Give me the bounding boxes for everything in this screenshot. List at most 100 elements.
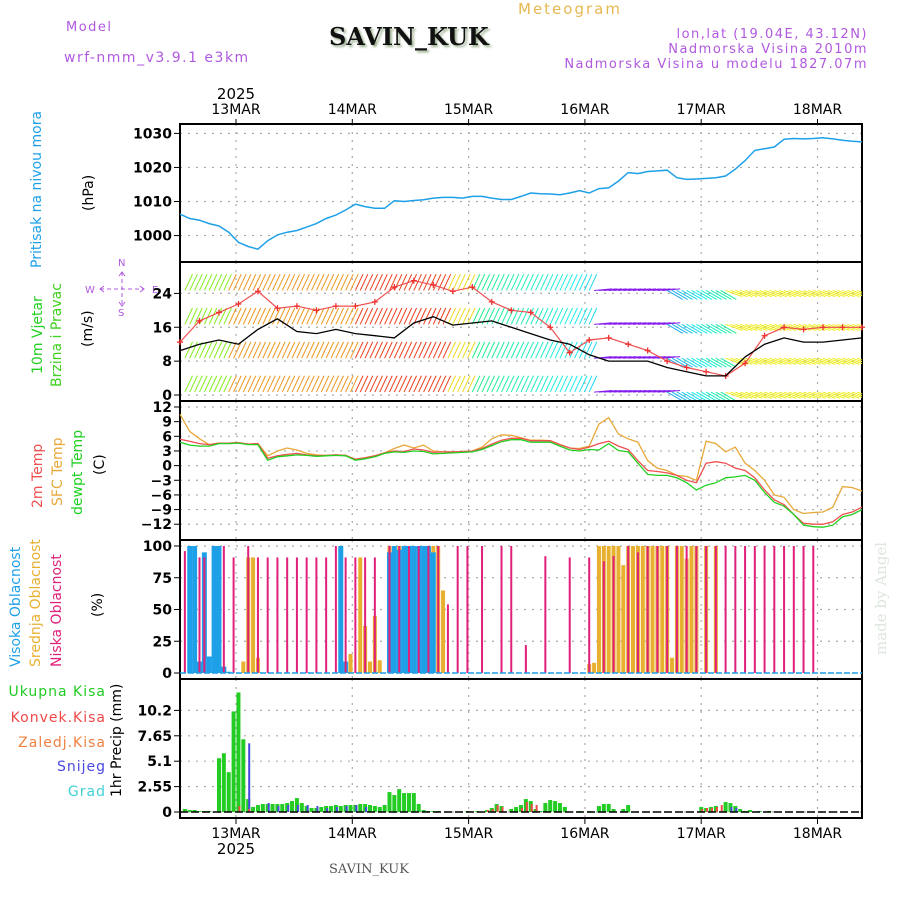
wind-arrow [291, 307, 301, 325]
panel-frame [179, 678, 863, 819]
low-cloud-bar [568, 557, 571, 673]
wind-arrow [501, 375, 510, 393]
wind-arrow [700, 357, 718, 368]
day-label-top: 15MAR [444, 102, 493, 118]
wind-arrow [798, 289, 816, 298]
wind-arrow [403, 307, 413, 325]
wind-arrow [437, 273, 447, 291]
wind-arrow [501, 273, 510, 291]
y-tick-label: 1020 [133, 160, 172, 176]
wind-arrow [681, 323, 698, 334]
compass-arrows-icon [99, 271, 145, 307]
y-tick-label: 100 [143, 539, 172, 555]
high-cloud-bar [430, 552, 436, 673]
temp-2m-line [179, 437, 863, 525]
wind-arrow [447, 307, 456, 325]
wind-arrow [803, 391, 821, 399]
wind-arrow [447, 341, 456, 359]
wind-arrow [276, 273, 286, 291]
wind-arrow [530, 341, 539, 359]
wind-arrow [194, 375, 203, 393]
wind-arrow [350, 341, 359, 359]
wind-arrow [340, 307, 349, 325]
wind-arrow [564, 307, 573, 325]
wind-arrow [242, 375, 252, 393]
wind-arrow [267, 341, 276, 359]
wind-arrow [218, 273, 228, 291]
wind-arrow [696, 357, 713, 368]
snow-bar [345, 806, 348, 812]
wind-arrow [847, 357, 862, 365]
rain-total-bar [197, 811, 202, 812]
wind-arrow [691, 391, 708, 401]
wind-arrow [291, 273, 301, 291]
wind-arrow [189, 375, 198, 393]
rain-total-bar [382, 805, 387, 812]
y-tick-label: 0 [162, 805, 172, 821]
wind-arrow [189, 341, 198, 359]
wind-arrow [574, 375, 583, 393]
rain-total-bar [392, 795, 397, 812]
wind-arrow [662, 356, 681, 359]
wind-arrow [832, 391, 850, 399]
wind-arrow [408, 375, 418, 393]
wind-arrow [515, 341, 525, 359]
low-cloud-bar [510, 546, 513, 673]
wind-arrow [827, 391, 845, 399]
gust-marker [371, 298, 378, 305]
snow-bar [306, 805, 309, 812]
wind-arrow [296, 341, 305, 359]
gust-marker [742, 360, 749, 367]
wind-arrow [759, 289, 777, 298]
y-tick-label: 16 [153, 320, 172, 336]
wind-arrow [481, 341, 491, 359]
wind-arrow [696, 323, 713, 334]
y-tick-label: −3 [151, 473, 172, 489]
rain-conv-bar [525, 802, 528, 812]
wind-arrow [354, 273, 364, 291]
year-label-bottom: 2025 [217, 840, 255, 858]
wind-arrow [574, 273, 583, 291]
wind-arrow [735, 323, 753, 331]
legend-snow: Snijeg [56, 759, 106, 775]
wind-arrow [325, 375, 335, 393]
wind-arrow [525, 307, 534, 325]
wind-arrow [501, 307, 510, 325]
wind-arrow [437, 375, 447, 393]
wind-arrow [471, 341, 481, 359]
wind-arrow [744, 323, 763, 331]
rain-total-bar [348, 805, 353, 812]
gust-marker [254, 288, 261, 295]
wind-arrow [822, 391, 841, 399]
rain-total-bar [626, 805, 631, 812]
wind-arrow [398, 273, 408, 291]
mid-cloud-bar [640, 546, 645, 673]
wind-arrow [564, 375, 573, 393]
wind-arrow [320, 307, 330, 325]
gust-marker [469, 284, 476, 291]
wind-arrow [700, 323, 718, 334]
wind-arrow [238, 341, 247, 359]
wind-arrow [579, 273, 588, 291]
wind-arrow [720, 290, 737, 300]
gust-marker [683, 364, 690, 371]
wind-arrow [486, 273, 495, 291]
wind-arrow [754, 391, 772, 399]
gust-marker [547, 324, 554, 331]
day-label-top: 18MAR [793, 102, 842, 118]
wind-arrow [788, 357, 807, 365]
wind-arrow [423, 341, 432, 359]
wind-arrow [252, 307, 262, 325]
day-label-top: 14MAR [328, 102, 377, 118]
low-cloud-bar [734, 546, 737, 673]
wind-arrow [559, 375, 569, 393]
rain-total-bar [251, 807, 256, 812]
wind-arrow [710, 357, 727, 368]
wind-arrow [510, 341, 520, 359]
wind-arrow [783, 323, 802, 331]
rain-total-bar [338, 806, 343, 812]
wind-arrow [817, 357, 836, 365]
rain-total-bar [182, 809, 187, 812]
wind-arrow [398, 341, 408, 359]
